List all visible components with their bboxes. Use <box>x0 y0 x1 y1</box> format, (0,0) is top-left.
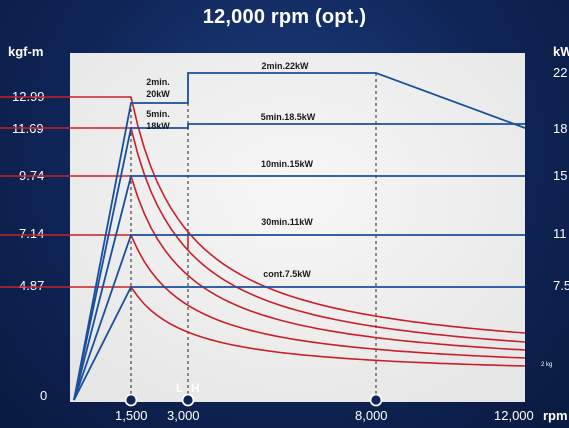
y-left-unit: kgf-m <box>8 44 44 59</box>
high-winding-label: H <box>191 381 200 395</box>
rpm-marker <box>124 393 138 407</box>
y-right-tick: 22 <box>553 65 568 80</box>
y-left-tick: 7.14 <box>19 226 45 241</box>
torque-curve-cont <box>0 286 526 367</box>
label-5min-short: 5min. <box>146 109 170 119</box>
torque-curve-5min <box>0 127 526 343</box>
x-tick: 12,000 <box>494 408 534 423</box>
rpm-marker <box>369 393 383 407</box>
label-10min-15kw: 10min.15kW <box>261 159 314 169</box>
chart-title: 12,000 rpm (opt.) <box>202 6 367 28</box>
y-right-tick: 11 <box>553 226 567 241</box>
y-right-tick: 7.5 <box>553 278 569 293</box>
plot-area <box>70 53 525 402</box>
y-right-unit: kW <box>553 44 569 59</box>
label-2min-22kw: 2min.22kW <box>261 61 309 71</box>
rpm-marker <box>181 393 195 407</box>
x-tick: 3,000 <box>167 408 200 423</box>
label-30min-11kw: 30min.11kW <box>261 217 313 227</box>
y-right-note: 2 kg <box>541 362 553 368</box>
power-curve-5min <box>73 123 525 401</box>
label-20kw-short: 20kW <box>146 89 170 99</box>
x-tick: 8,000 <box>355 408 388 423</box>
label-5min-18kw: 5min.18.5kW <box>261 112 316 122</box>
label-18kw-short: 18kW <box>146 121 170 131</box>
low-winding-label: L <box>176 381 183 395</box>
power-curve-30min <box>73 234 525 401</box>
torque-curve-30min <box>0 234 526 359</box>
power-curve-10min <box>73 175 525 401</box>
y-left-tick: 0 <box>40 388 48 403</box>
y-right-tick: 18 <box>553 121 568 136</box>
torque-curve-2min <box>0 96 526 334</box>
x-tick: 1,500 <box>115 408 148 423</box>
torque-curve-10min <box>0 175 526 351</box>
y-left-tick: 4.87 <box>19 278 45 293</box>
label-2min-short: 2min. <box>146 77 170 87</box>
y-right-tick: 15 <box>553 168 568 183</box>
power-curve-2min <box>73 72 526 401</box>
label-cont-7kw: cont.7.5kW <box>263 269 311 279</box>
power-curve-cont <box>73 286 525 401</box>
x-unit: rpm <box>543 408 568 423</box>
